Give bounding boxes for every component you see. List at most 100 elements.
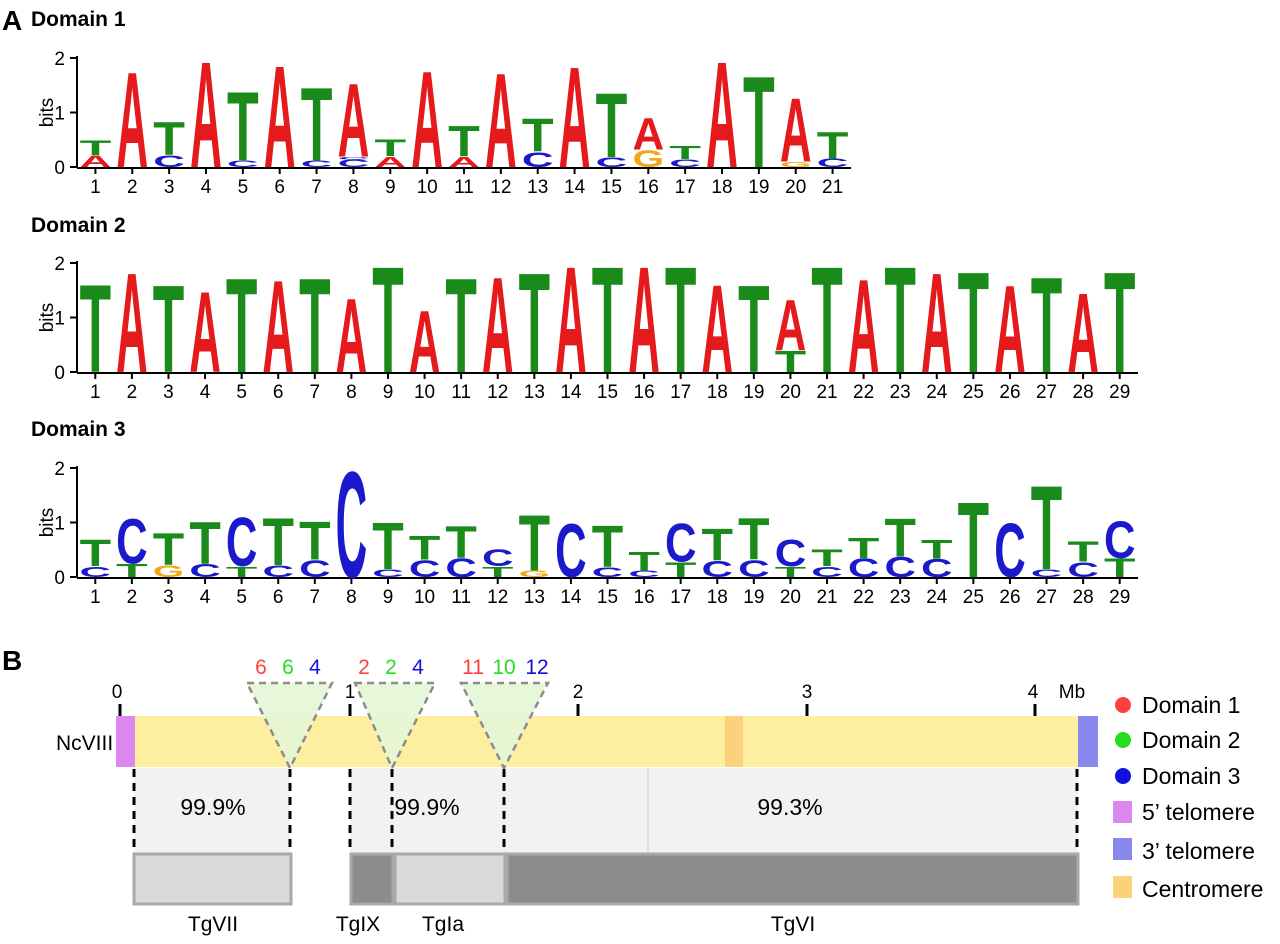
x-tick-label: 1	[90, 382, 101, 403]
logo-letter-T: T	[848, 532, 880, 564]
mb-unit-label: Mb	[1059, 682, 1085, 703]
x-tick-label: 8	[346, 587, 357, 608]
logo-letter-T: T	[301, 67, 333, 184]
legend-swatch	[1115, 768, 1131, 784]
x-tick-label: 21	[816, 382, 837, 403]
count-domain-1: 6	[255, 656, 267, 679]
insertion-triangle	[244, 681, 335, 771]
logo-letter-T: T	[817, 124, 849, 167]
logo-letter-C: C	[227, 159, 259, 169]
logo-letter-C: C	[80, 563, 111, 580]
insertion-triangle	[458, 681, 551, 771]
logo-letter-T: T	[596, 73, 628, 177]
logo-letter-T: T	[1104, 553, 1135, 583]
logo-letter-C: C	[409, 556, 440, 583]
telomere-5-marker	[116, 716, 135, 767]
logo-letter-C: C	[994, 508, 1025, 594]
x-tick-label: 24	[926, 382, 948, 403]
logo-letter-A: A	[485, 46, 517, 197]
x-tick-label: 4	[200, 382, 211, 403]
logo-letter-T: T	[592, 514, 624, 580]
toxo-chromosome-label: TgIX	[336, 913, 380, 936]
x-tick-label: 20	[780, 587, 801, 608]
logo-letter-C: C	[702, 557, 733, 582]
logo-letter-C: C	[596, 155, 628, 170]
logo-letter-T: T	[153, 261, 184, 399]
centromere-marker	[725, 716, 743, 767]
x-tick-label: 10	[414, 587, 435, 608]
logo-letter-T: T	[522, 110, 554, 162]
toxo-chromosome-label: TgIa	[422, 913, 464, 936]
x-tick-label: 2	[127, 587, 138, 608]
logo-letter-A: A	[116, 45, 148, 197]
x-tick-label: 19	[748, 177, 769, 198]
y-tick-label: 1	[54, 309, 65, 330]
logo-letter-C: C	[336, 440, 367, 610]
y-axis-label: bits	[37, 98, 58, 128]
logo-letter-C: C	[262, 562, 293, 581]
legend-swatch	[1115, 732, 1131, 748]
logo-letter-C: C	[1104, 511, 1135, 570]
logo-letter-T: T	[811, 235, 842, 404]
count-domain-1: 2	[358, 656, 370, 679]
logo-letter-C: C	[1067, 558, 1098, 582]
chromosome-bar	[116, 716, 1078, 767]
logo-letter-T: T	[743, 50, 775, 196]
logo-letter-C: C	[338, 156, 370, 160]
x-tick-label: 14	[564, 177, 586, 198]
logo-letter-T: T	[738, 261, 769, 399]
logo-letter-T: T	[227, 72, 259, 182]
logo-letter-T: T	[775, 564, 806, 581]
x-tick-label: 5	[236, 587, 247, 608]
x-tick-label: 18	[707, 382, 728, 403]
logo-letter-A: A	[994, 260, 1025, 399]
legend-swatch	[1113, 876, 1132, 898]
identity-label: 99.9%	[180, 794, 245, 820]
x-tick-label: 3	[163, 587, 174, 608]
x-tick-label: 27	[1036, 382, 1057, 403]
logo-letter-T: T	[1104, 242, 1135, 403]
x-tick-label: 18	[711, 177, 732, 198]
logo-letter-A: A	[409, 292, 440, 391]
logo-letter-T: T	[299, 511, 330, 572]
x-tick-label: 2	[127, 382, 138, 403]
logo-letter-T: T	[592, 235, 623, 404]
mb-tick-label: 2	[573, 682, 584, 703]
x-tick-label: 4	[201, 177, 212, 198]
logo-letter-G: G	[519, 569, 550, 579]
y-tick-label: 2	[54, 254, 65, 275]
logo-letter-T: T	[226, 564, 257, 581]
logo-letter-T: T	[628, 547, 659, 577]
logo-letter-A: A	[921, 245, 952, 403]
logo-letter-T: T	[80, 136, 112, 160]
y-tick-label: 0	[54, 158, 65, 179]
logo-letter-A: A	[264, 36, 296, 198]
toxo-block	[349, 852, 395, 906]
logo-letter-C: C	[555, 510, 586, 595]
x-tick-label: 25	[963, 382, 984, 403]
x-tick-label: 20	[785, 177, 806, 198]
logo-letter-T: T	[884, 508, 915, 569]
toxo-chromosome-label: TgVI	[771, 913, 815, 936]
logo-letter-T: T	[775, 345, 807, 379]
x-tick-label: 13	[524, 587, 545, 608]
logo-letter-T: T	[445, 518, 477, 569]
logo-letter-T: T	[811, 544, 843, 571]
chromosome-label: NcVIII	[56, 732, 113, 755]
panel-a-label: A	[2, 5, 22, 36]
logo-title: Domain 1	[31, 8, 126, 31]
logo-letter-C: C	[665, 513, 696, 574]
count-domain-2: 2	[385, 656, 397, 679]
logo-letter-A: A	[482, 249, 513, 401]
x-tick-label: 3	[164, 177, 175, 198]
x-tick-label: 11	[451, 587, 471, 608]
x-tick-label: 20	[780, 382, 801, 403]
legend-label: 5’ telomere	[1142, 799, 1255, 825]
logo-letter-C: C	[226, 504, 257, 582]
x-tick-label: 17	[670, 382, 691, 403]
logo-letter-A: A	[775, 285, 806, 366]
x-tick-label: 12	[487, 382, 508, 403]
logo-letter-T: T	[1031, 461, 1062, 595]
logo-letter-C: C	[482, 545, 513, 572]
